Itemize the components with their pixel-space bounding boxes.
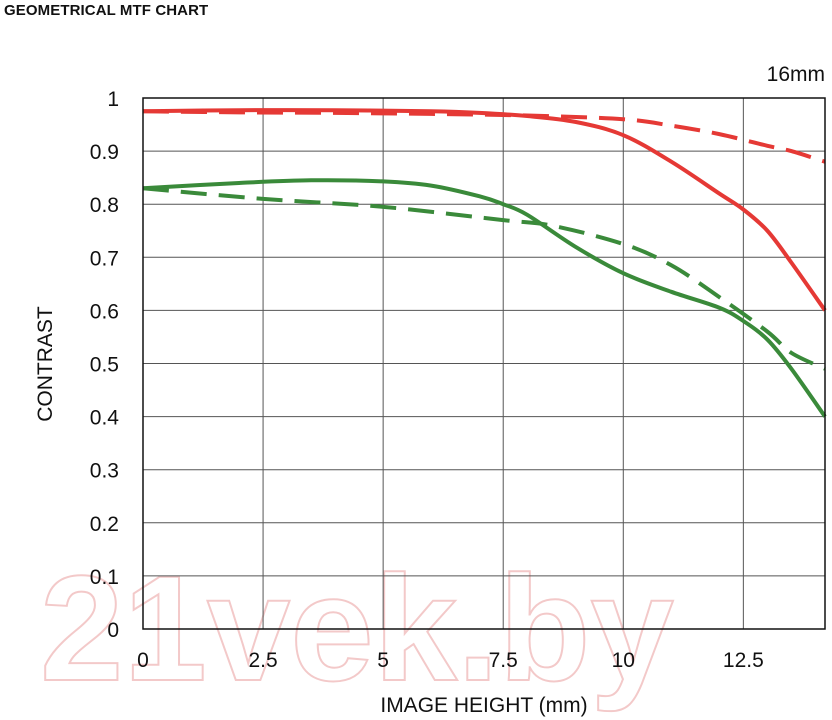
y-tick-label: 0.8 xyxy=(90,194,119,217)
y-tick-label: 0.3 xyxy=(90,460,119,483)
watermark: 21vek.by xyxy=(40,544,674,712)
x-tick-labels: 0 2.5 5 7.5 10 12.5 xyxy=(137,649,764,672)
x-tick-label: 10 xyxy=(612,649,635,672)
y-tick-label: 1 xyxy=(107,88,119,111)
x-tick-label: 7.5 xyxy=(489,649,518,672)
x-tick-label: 12.5 xyxy=(723,649,764,672)
x-tick-label: 0 xyxy=(137,649,149,672)
series-line-green-dashed xyxy=(142,186,826,371)
grid xyxy=(143,98,825,629)
x-axis-label: IMAGE HEIGHT (mm) xyxy=(380,694,587,717)
y-tick-label: 0.6 xyxy=(90,300,119,323)
series-lines xyxy=(142,108,827,418)
y-tick-labels: 0 0.1 0.2 0.3 0.4 0.5 0.6 0.7 0.8 0.9 1 xyxy=(90,88,120,642)
y-tick-label: 0.5 xyxy=(90,354,119,377)
series-line-red-dashed xyxy=(142,109,826,164)
series-line-green-solid xyxy=(142,178,827,418)
y-tick-label: 0.4 xyxy=(90,407,120,430)
x-tick-label: 2.5 xyxy=(248,649,277,672)
y-tick-label: 0 xyxy=(107,619,119,642)
y-axis-label: CONTRAST xyxy=(34,306,57,422)
y-tick-label: 0.9 xyxy=(90,141,119,164)
y-tick-label: 0.2 xyxy=(90,513,119,536)
x-tick-label: 5 xyxy=(377,649,389,672)
plot-frame xyxy=(142,97,826,630)
page-title: GEOMETRICAL MTF CHART xyxy=(4,2,209,19)
y-tick-label: 0.1 xyxy=(90,566,119,589)
focal-length-label: 16mm xyxy=(767,63,825,86)
y-tick-label: 0.7 xyxy=(90,247,119,270)
series-line-red-solid xyxy=(142,108,827,312)
